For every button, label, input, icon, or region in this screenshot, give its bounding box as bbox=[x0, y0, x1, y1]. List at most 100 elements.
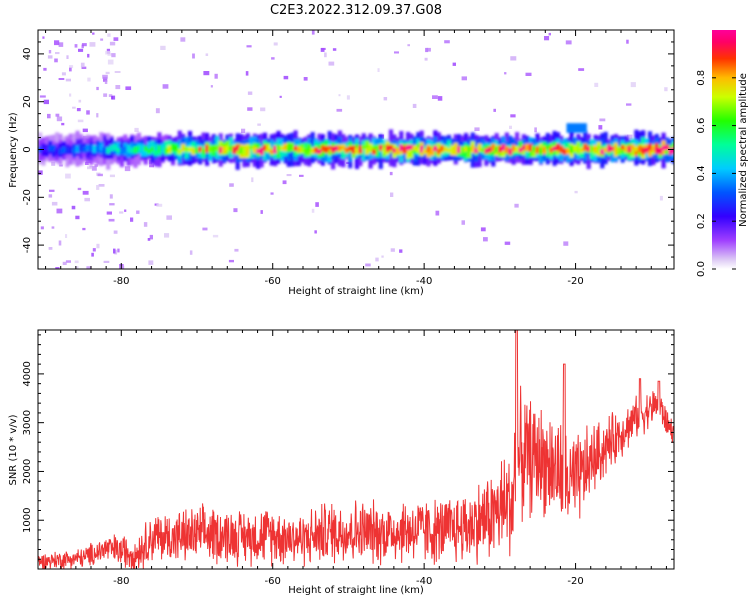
heatmap-cell bbox=[375, 144, 380, 157]
x-tick-label: -40 bbox=[416, 576, 432, 587]
heatmap-cell bbox=[549, 147, 554, 153]
heatmap-speckle bbox=[42, 36, 45, 39]
heatmap-speckle bbox=[444, 40, 450, 44]
heatmap-cell bbox=[603, 147, 608, 153]
heatmap-speckle bbox=[58, 42, 64, 47]
heatmap-speckle bbox=[92, 248, 96, 252]
heatmap-speckle bbox=[82, 190, 89, 195]
heatmap-speckle bbox=[437, 96, 443, 101]
heatmap-speckle bbox=[96, 243, 100, 249]
heatmap-speckle bbox=[282, 180, 287, 185]
heatmap-speckle bbox=[39, 95, 46, 98]
y-tick-label: 20 bbox=[22, 95, 33, 108]
heatmap-cell bbox=[501, 145, 506, 158]
heatmap-speckle bbox=[493, 108, 496, 112]
heatmap-speckle bbox=[51, 201, 58, 206]
heatmap-cell bbox=[423, 148, 428, 155]
heatmap-cell bbox=[92, 144, 97, 153]
heatmap-speckle bbox=[48, 247, 53, 250]
heatmap-cell bbox=[201, 148, 206, 155]
heatmap-speckle bbox=[108, 94, 113, 97]
heatmap-speckle bbox=[155, 108, 160, 114]
heatmap-cell bbox=[232, 146, 237, 154]
heatmap-cell bbox=[44, 146, 49, 152]
heatmap-cell bbox=[651, 146, 656, 152]
heatmap-cell bbox=[371, 149, 377, 155]
heatmap-speckle bbox=[109, 194, 113, 199]
heatmap-cell bbox=[511, 144, 516, 152]
heatmap-cell bbox=[661, 145, 666, 151]
heatmap-speckle bbox=[565, 40, 572, 45]
heatmap-speckle bbox=[426, 47, 431, 52]
heatmap-cell bbox=[566, 148, 571, 155]
heatmap-speckle bbox=[210, 85, 213, 88]
heatmap-speckle bbox=[544, 36, 550, 41]
heatmap-speckle bbox=[136, 210, 140, 214]
heatmap-cell bbox=[610, 146, 615, 151]
heatmap-cell bbox=[218, 146, 223, 154]
heatmap-cell bbox=[296, 146, 302, 153]
heatmap-speckle bbox=[435, 210, 440, 216]
heatmap-cell bbox=[586, 146, 591, 152]
heatmap-speckle bbox=[114, 249, 118, 255]
heatmap-cell bbox=[562, 142, 567, 153]
heatmap-speckle bbox=[56, 116, 63, 122]
heatmap-speckle bbox=[504, 241, 511, 245]
heatmap-cell bbox=[354, 147, 360, 155]
heatmap-cell bbox=[474, 147, 479, 154]
heatmap-cell bbox=[559, 145, 564, 154]
colorbar-label: Normalized spectral amplitude bbox=[738, 73, 749, 227]
heatmap-cell bbox=[545, 144, 550, 158]
heatmap-speckle bbox=[103, 76, 108, 82]
heatmap-speckle bbox=[94, 164, 98, 167]
heatmap-cell bbox=[382, 148, 387, 154]
colorbar-gradient bbox=[712, 30, 736, 269]
heatmap-cell bbox=[658, 147, 663, 155]
heatmap-speckle bbox=[69, 67, 72, 72]
heatmap-speckle bbox=[303, 77, 308, 81]
heatmap-cell bbox=[242, 147, 247, 156]
heatmap-speckle bbox=[203, 71, 210, 76]
snr-frame bbox=[37, 329, 675, 570]
heatmap-speckle bbox=[51, 161, 56, 166]
heatmap-speckle bbox=[56, 208, 63, 214]
heatmap-cell bbox=[634, 146, 639, 151]
heatmap-speckle bbox=[260, 107, 266, 112]
x-tick-label: -60 bbox=[265, 276, 281, 287]
colorbar-tick-label: 0.8 bbox=[696, 70, 707, 86]
heatmap-speckle bbox=[47, 113, 51, 119]
heatmap-cell bbox=[341, 144, 346, 158]
heatmap-cell bbox=[637, 145, 642, 153]
heatmap-cell bbox=[85, 143, 90, 159]
heatmap-speckle bbox=[346, 95, 350, 100]
heatmap-speckle bbox=[106, 211, 112, 215]
heatmap-cell bbox=[572, 145, 578, 151]
heatmap-cell bbox=[249, 145, 254, 150]
colorbar-tick-label: 0.4 bbox=[696, 165, 707, 181]
heatmap-cell bbox=[542, 146, 547, 155]
heatmap-cell bbox=[187, 146, 193, 153]
heatmap-cell bbox=[358, 145, 363, 154]
heatmap-cell bbox=[341, 144, 346, 151]
heatmap-speckle bbox=[81, 43, 87, 47]
heatmap-cell bbox=[450, 145, 455, 154]
heatmap-speckle bbox=[87, 166, 93, 170]
heatmap-cell bbox=[443, 146, 448, 152]
heatmap-speckle bbox=[114, 71, 121, 73]
heatmap-speckle bbox=[109, 174, 115, 178]
heatmap-speckle bbox=[407, 44, 410, 47]
heatmap-speckle bbox=[164, 233, 170, 238]
heatmap-cell bbox=[624, 145, 629, 153]
heatmap-speckle bbox=[574, 190, 578, 194]
heatmap-speckle bbox=[65, 78, 71, 82]
heatmap-speckle bbox=[324, 52, 327, 58]
heatmap-speckle bbox=[103, 93, 108, 97]
heatmap-cell bbox=[460, 145, 465, 153]
heatmap-speckle bbox=[43, 99, 49, 105]
heatmap-cell bbox=[392, 148, 397, 153]
heatmap-cell bbox=[314, 147, 319, 154]
heatmap-speckle bbox=[509, 125, 512, 129]
heatmap-speckle bbox=[412, 103, 417, 108]
heatmap-cell bbox=[453, 147, 458, 153]
heatmap-cell bbox=[555, 143, 561, 151]
